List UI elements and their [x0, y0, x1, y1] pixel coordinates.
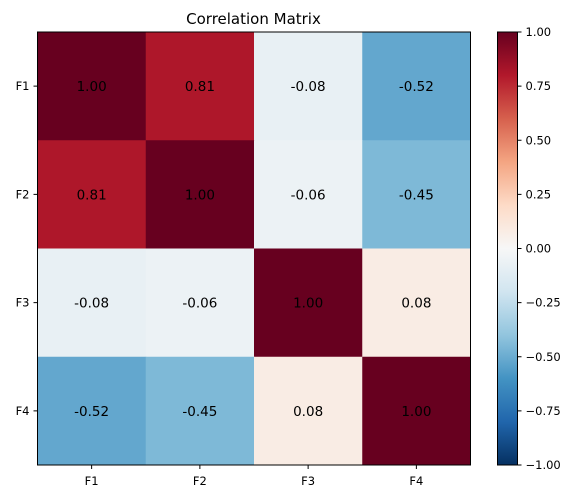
heatmap-cell: [145, 356, 255, 466]
heatmap-cell: [362, 140, 471, 249]
colorbar-tick-label: 1.00: [526, 25, 552, 39]
cell-value-label: -0.06: [182, 296, 217, 312]
x-tick-label: F2: [193, 474, 207, 488]
cell-value-label: -0.06: [291, 187, 326, 203]
colorbar-tick-label: −0.75: [526, 404, 561, 418]
colorbar-tick-label: 0.00: [526, 242, 552, 256]
cell-value-label: -0.08: [74, 296, 109, 312]
cell-value-label: 1.00: [77, 79, 107, 95]
x-tick-label: F1: [85, 474, 99, 488]
heatmap-cell: [145, 140, 255, 249]
heatmap-cell: [362, 248, 471, 358]
y-tick-label: F1: [16, 79, 30, 93]
heatmap-cells: 1.00 0.81 -0.08 -0.52 0.81 1.00 -0.06 -0.45 -0.0…: [37, 32, 471, 466]
heatmap-cell: [37, 140, 147, 249]
cell-value-label: 1.00: [185, 187, 215, 203]
heatmap-cell: [362, 356, 471, 466]
heatmap-cell: [37, 32, 147, 141]
colorbar-ticks: 1.00 0.75 0.50 0.25 0.00 −0.25 −0.50 −0.75 −1.00: [517, 25, 561, 472]
colorbar: [497, 31, 518, 466]
x-tick-label: F3: [301, 474, 315, 488]
colorbar-tick-label: −0.50: [526, 350, 561, 364]
heatmap-cell: [254, 356, 363, 466]
cell-value-label: 0.81: [77, 187, 107, 203]
cell-value-label: 0.08: [401, 296, 431, 312]
y-tick-label: F4: [16, 404, 30, 418]
cell-value-label: -0.45: [399, 187, 434, 203]
colorbar-tick-label: 0.50: [526, 133, 552, 147]
colorbar-tick-label: 0.75: [526, 79, 552, 93]
chart-title: Correlation Matrix: [186, 10, 321, 28]
cell-value-label: -0.08: [291, 79, 326, 95]
cell-value-label: -0.52: [74, 404, 109, 420]
colorbar-tick-label: 0.25: [526, 187, 552, 201]
colorbar-tick-label: −0.25: [526, 296, 561, 310]
heatmap-cell: [254, 248, 363, 358]
x-axis-ticks: F1 F2 F3 F4: [85, 465, 423, 488]
cell-value-label: 0.08: [293, 404, 323, 420]
heatmap-cell: [37, 356, 147, 466]
heatmap-cell: [362, 32, 471, 141]
cell-value-label: -0.45: [182, 404, 217, 420]
cell-value-label: 1.00: [401, 404, 431, 420]
y-axis-ticks: F1 F2 F3 F4: [16, 79, 38, 418]
cell-value-label: -0.52: [399, 79, 434, 95]
heatmap-cell: [254, 140, 363, 249]
heatmap-cell: [37, 248, 147, 358]
cell-value-label: 1.00: [293, 296, 323, 312]
y-tick-label: F3: [16, 296, 30, 310]
heatmap-cell: [145, 248, 255, 358]
plot-frame: [37, 31, 471, 466]
heatmap-cell: [145, 32, 255, 141]
cell-value-label: 0.81: [185, 79, 215, 95]
colorbar-tick-label: −1.00: [526, 458, 561, 472]
heatmap-cell: [254, 32, 363, 141]
x-tick-label: F4: [409, 474, 423, 488]
y-tick-label: F2: [16, 187, 30, 201]
